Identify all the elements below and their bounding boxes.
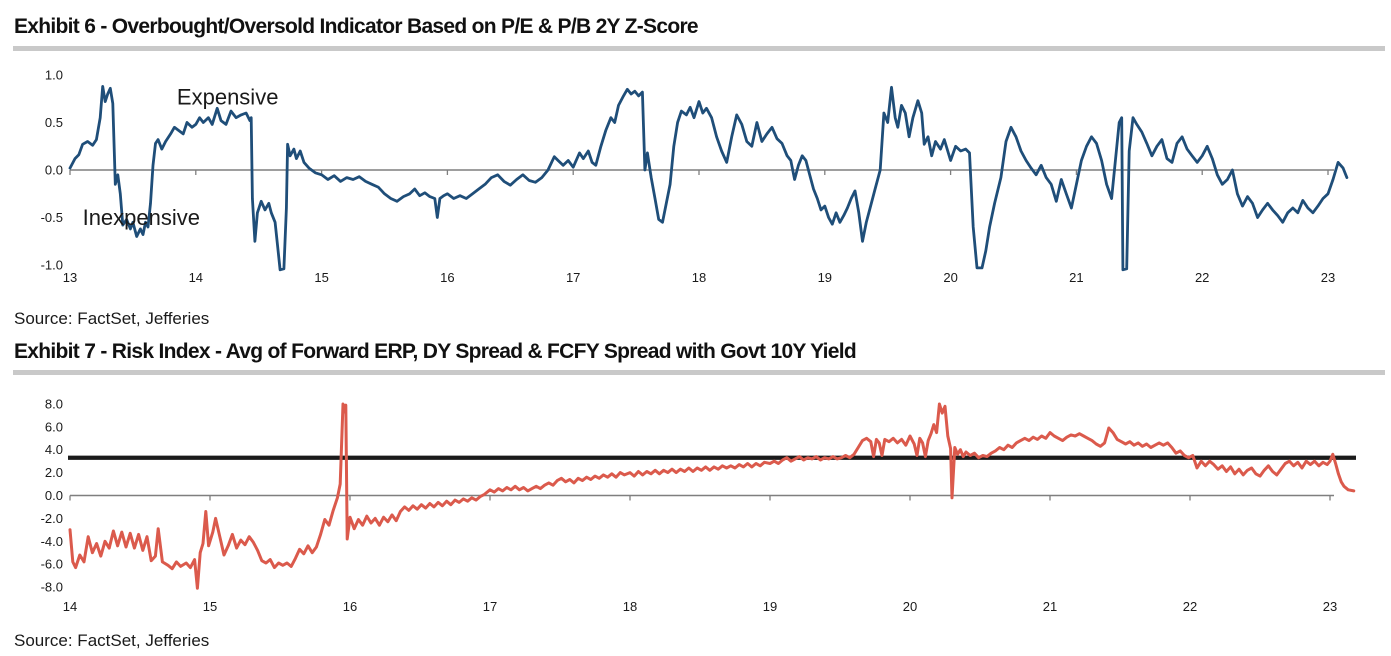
y-axis-label: 4.0 bbox=[45, 442, 63, 457]
y-axis-label: 0.0 bbox=[45, 488, 63, 503]
exhibit6-title: Exhibit 6 - Overbought/Oversold Indicato… bbox=[14, 15, 699, 38]
y-axis-label: -0.5 bbox=[41, 210, 63, 225]
x-axis-label: 18 bbox=[623, 599, 637, 614]
x-axis-label: 21 bbox=[1069, 270, 1083, 285]
x-axis-label: 23 bbox=[1323, 599, 1337, 614]
x-axis-label: 15 bbox=[314, 270, 328, 285]
x-axis-label: 19 bbox=[763, 599, 777, 614]
x-axis-label: 16 bbox=[343, 599, 357, 614]
x-axis-label: 21 bbox=[1043, 599, 1057, 614]
x-axis-label: 14 bbox=[63, 599, 77, 614]
y-axis-label: 8.0 bbox=[45, 396, 63, 411]
x-axis-label: 18 bbox=[692, 270, 706, 285]
y-axis-label: 0.5 bbox=[45, 115, 63, 130]
exhibit7-source: Source: FactSet, Jefferies bbox=[14, 631, 210, 650]
exhibit7-title: Exhibit 7 - Risk Index - Avg of Forward … bbox=[14, 340, 857, 363]
exhibit6-source: Source: FactSet, Jefferies bbox=[14, 309, 210, 328]
x-axis-label: 22 bbox=[1183, 599, 1197, 614]
y-axis-label: -2.0 bbox=[41, 511, 63, 526]
x-axis-label: 17 bbox=[483, 599, 497, 614]
overbought-oversold-chart: 13 14 15 16 17 18 19 20 21 22 23 1.0 0.5 0.0 -0.5 -1.0 E… bbox=[41, 68, 1349, 285]
y-axis-label: 6.0 bbox=[45, 419, 63, 434]
x-axis-label: 17 bbox=[566, 270, 580, 285]
y-axis-label: 0.0 bbox=[45, 163, 63, 178]
y-axis-label: 1.0 bbox=[45, 68, 63, 83]
y-axis-label: -1.0 bbox=[41, 258, 63, 273]
x-axis-label: 23 bbox=[1321, 270, 1335, 285]
x-axis-label: 20 bbox=[943, 270, 957, 285]
series-line-risk-index bbox=[68, 402, 1356, 590]
series-line-overbought-oversold bbox=[68, 85, 1349, 272]
x-axis-label: 20 bbox=[903, 599, 917, 614]
annotation-expensive: Expensive bbox=[177, 84, 279, 109]
exhibit6-title-divider bbox=[13, 46, 1385, 51]
x-axis-label: 16 bbox=[440, 270, 454, 285]
y-axis-label: -8.0 bbox=[41, 580, 63, 595]
x-axis-label: 19 bbox=[818, 270, 832, 285]
x-axis-label: 15 bbox=[203, 599, 217, 614]
x-axis-label: 14 bbox=[189, 270, 203, 285]
x-axis-label: 13 bbox=[63, 270, 77, 285]
y-axis-label: -4.0 bbox=[41, 534, 63, 549]
y-axis-label: -6.0 bbox=[41, 557, 63, 572]
x-axis-label: 22 bbox=[1195, 270, 1209, 285]
y-axis-label: 2.0 bbox=[45, 465, 63, 480]
annotation-inexpensive: Inexpensive bbox=[83, 205, 200, 230]
risk-index-chart: 14 15 16 17 18 19 20 21 22 23 8.0 6.0 4.0 2.0 0.0 -2.0 -… bbox=[41, 396, 1356, 614]
exhibit7-title-divider bbox=[13, 370, 1385, 375]
